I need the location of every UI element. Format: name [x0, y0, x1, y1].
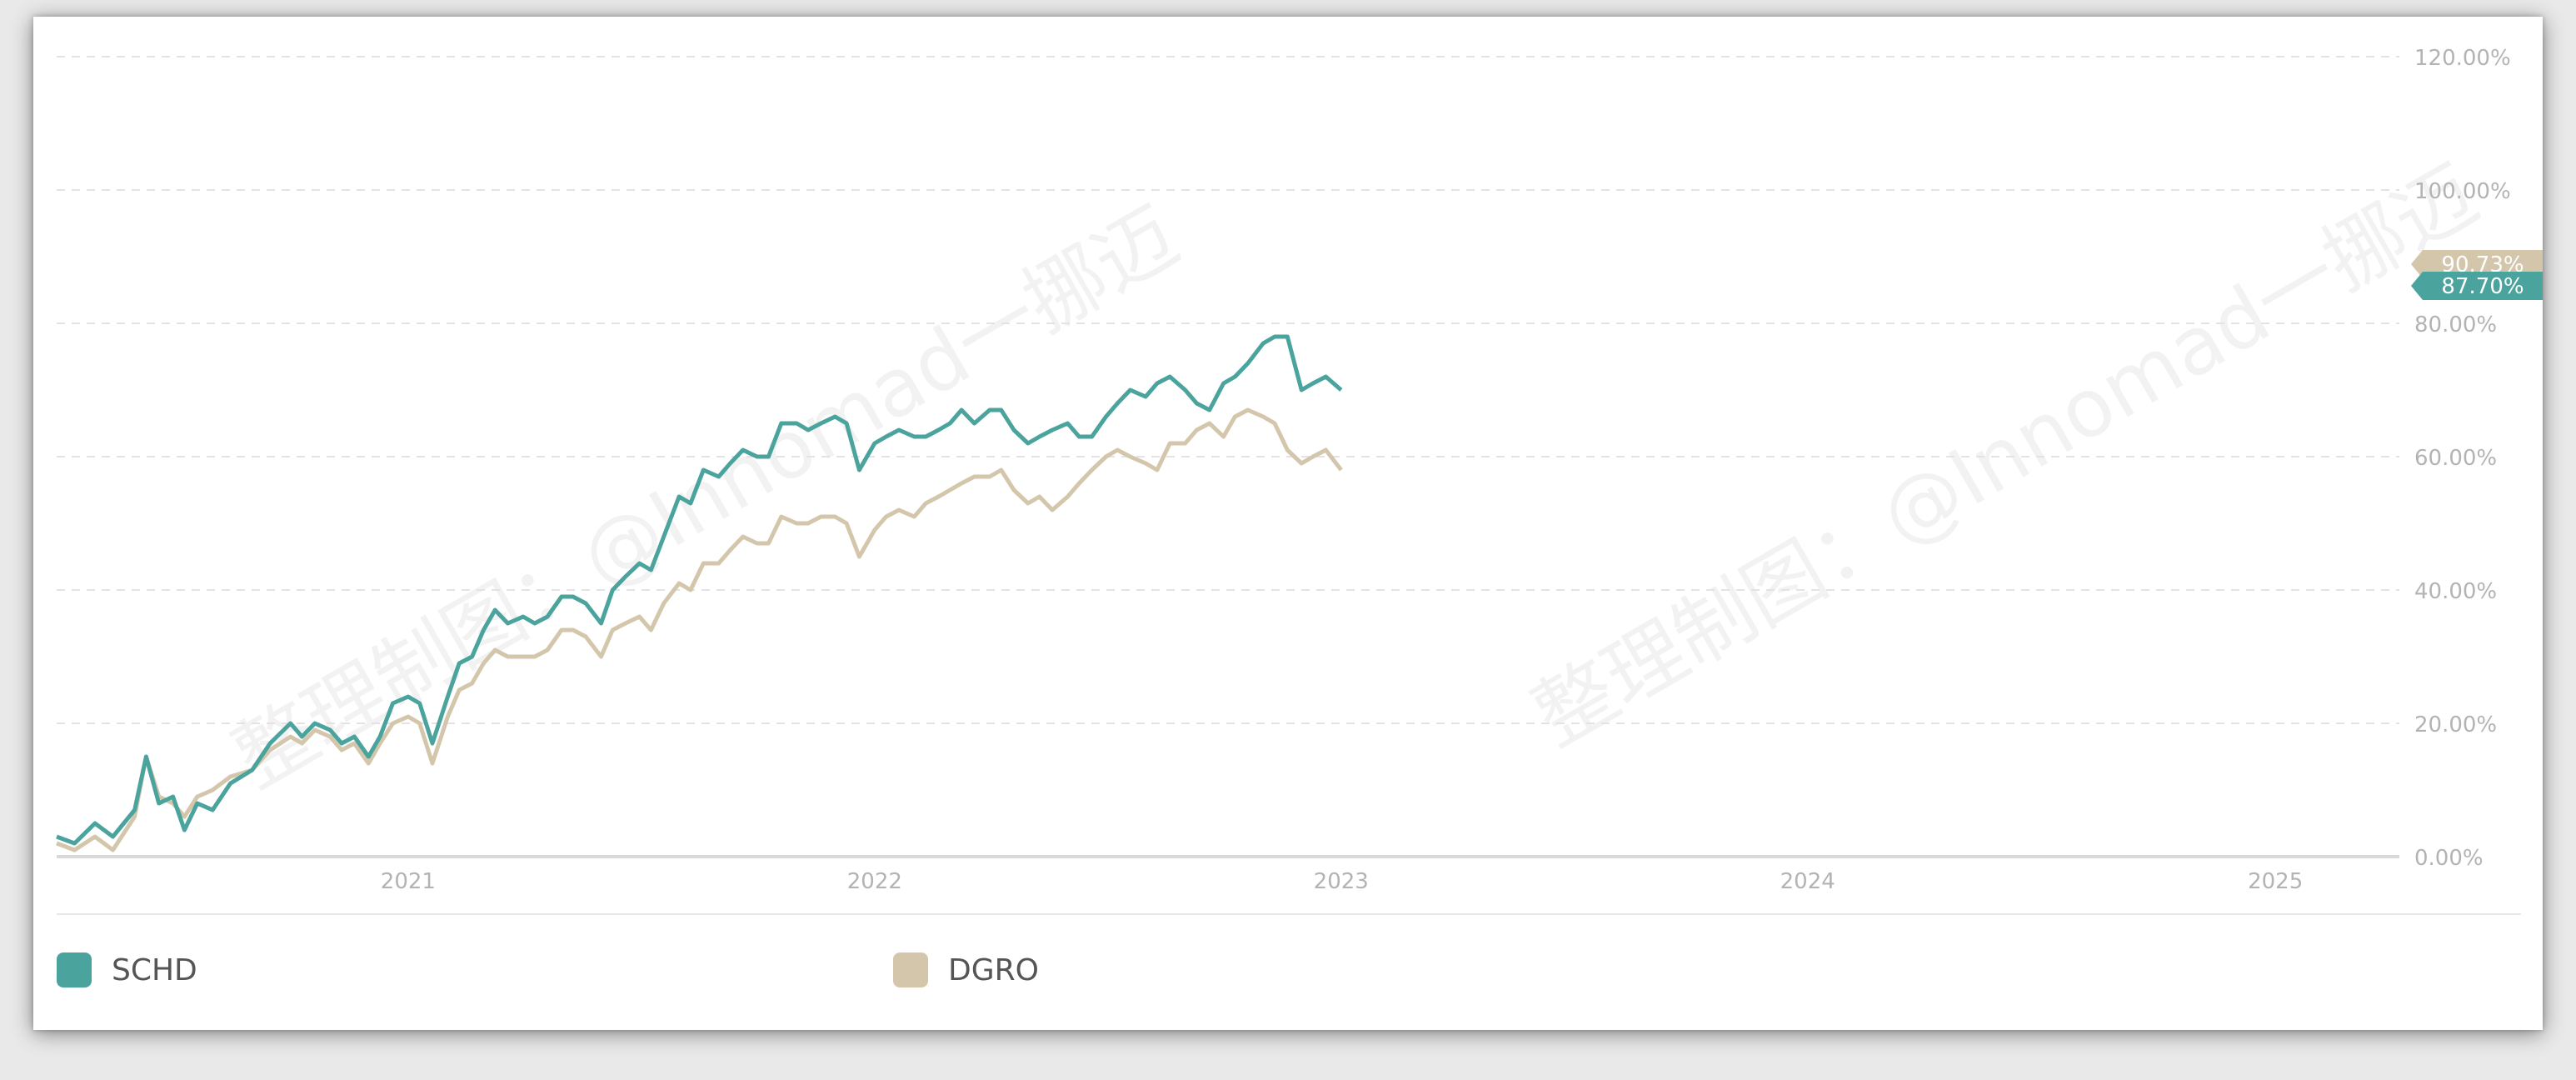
line-chart: 0.00% 20.00% 40.00% 60.00% 80.00% 100.00% 120.… [56, 46, 2543, 894]
legend-divider [57, 913, 2521, 915]
y-tick-label: 20.00% [2414, 712, 2497, 738]
series-line-schd [56, 334, 1343, 846]
y-tick-label: 40.00% [2414, 579, 2497, 604]
end-value-tag-schd [2411, 272, 2543, 300]
x-tick-label: 2024 [1780, 869, 1835, 894]
legend-label-dgro: DGRO [948, 952, 1039, 988]
end-value-tag-dgro [2411, 250, 2543, 278]
series-line-dgro [56, 408, 1343, 852]
legend-swatch-schd [57, 952, 92, 988]
x-tick-label: 2021 [381, 869, 436, 894]
y-tick-label: 100.00% [2414, 179, 2511, 204]
legend-swatch-dgro [893, 952, 928, 988]
x-tick-label: 2022 [847, 869, 902, 894]
y-tick-label: 120.00% [2414, 46, 2511, 71]
legend-item-dgro[interactable]: DGRO [893, 950, 1039, 990]
chart-card: 整理制图：@Innomad一挪迈 整理制图：@Innomad一挪迈 0.00% 2… [33, 17, 2543, 1030]
legend-item-schd[interactable]: SCHD [57, 950, 197, 990]
x-tick-label: 2025 [2248, 869, 2303, 894]
y-tick-label: 0.00% [2414, 846, 2484, 871]
x-tick-label: 2023 [1314, 869, 1369, 894]
end-value-label-schd: 87.70% [2441, 274, 2524, 299]
legend-label-schd: SCHD [112, 952, 197, 988]
y-tick-label: 60.00% [2414, 446, 2497, 471]
y-tick-label: 80.00% [2414, 312, 2497, 338]
